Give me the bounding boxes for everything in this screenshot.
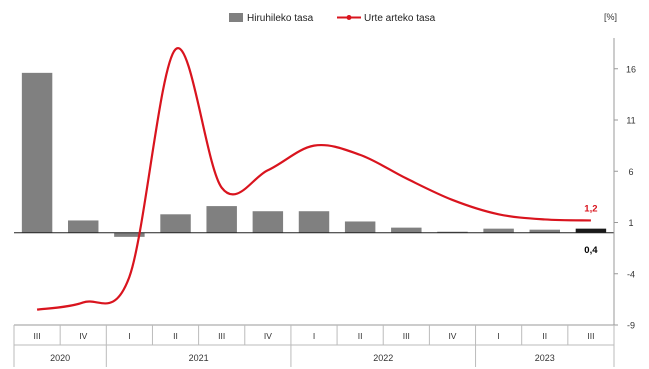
bar-7 [344, 221, 376, 233]
y-tick-label-2: 6 [628, 167, 633, 177]
line-series [36, 47, 591, 311]
bar-0 [21, 72, 53, 233]
bar-1 [68, 220, 99, 233]
year-label-0: 2020 [50, 353, 70, 363]
y-axis-unit-label: [%] [604, 12, 617, 22]
quarter-label-5: IV [264, 331, 272, 341]
bar-4 [206, 206, 237, 233]
y-tick-label-4: -4 [627, 269, 635, 279]
bar-8 [391, 227, 422, 233]
y-tick-label-5: -9 [627, 321, 635, 331]
quarter-label-1: IV [79, 331, 87, 341]
bar-series [21, 72, 607, 237]
bar-11 [529, 229, 560, 233]
chart-legend: Hiruhileko tasa Urte arteko tasa [229, 13, 436, 24]
year-label-3: 2023 [535, 353, 555, 363]
bar-12 [575, 228, 607, 233]
bar-3 [160, 214, 191, 233]
legend-swatch-line-marker [346, 15, 352, 20]
y-tick-label-1: 11 [626, 116, 635, 126]
y-tick-label-3: 1 [628, 218, 633, 228]
annotation-label-0: 1,2 [584, 203, 597, 214]
year-label-2: 2022 [373, 353, 393, 363]
quarter-label-12: III [587, 331, 594, 341]
quarter-label-2: I [128, 331, 130, 341]
quarter-label-4: III [218, 331, 225, 341]
bar-5 [252, 211, 284, 233]
y-axis-ticks: 16 11 6 1 -4 -9 [614, 64, 636, 331]
legend-label-bar: Hiruhileko tasa [247, 13, 314, 24]
quarter-label-3: II [173, 331, 178, 341]
bar-9 [437, 231, 468, 233]
quarter-label-6: I [313, 331, 315, 341]
year-label-1: 2021 [189, 353, 209, 363]
bar-6 [298, 211, 330, 233]
line-path [36, 47, 591, 311]
quarter-label-11: II [542, 331, 547, 341]
quarter-label-10: I [497, 331, 499, 341]
chart-axes [13, 38, 615, 367]
bar-2 [114, 232, 145, 237]
quarter-label-9: IV [448, 331, 456, 341]
legend-swatch-bar [229, 13, 243, 22]
quarter-label-8: III [403, 331, 410, 341]
annotation-label-1: 0,4 [584, 245, 598, 256]
quarter-label-7: II [358, 331, 363, 341]
quarter-label-0: III [34, 331, 41, 341]
legend-label-line: Urte arteko tasa [364, 13, 436, 24]
annotations: 1,2 0,4 [584, 203, 598, 255]
y-tick-label-0: 16 [626, 64, 636, 74]
bar-10 [483, 228, 514, 233]
